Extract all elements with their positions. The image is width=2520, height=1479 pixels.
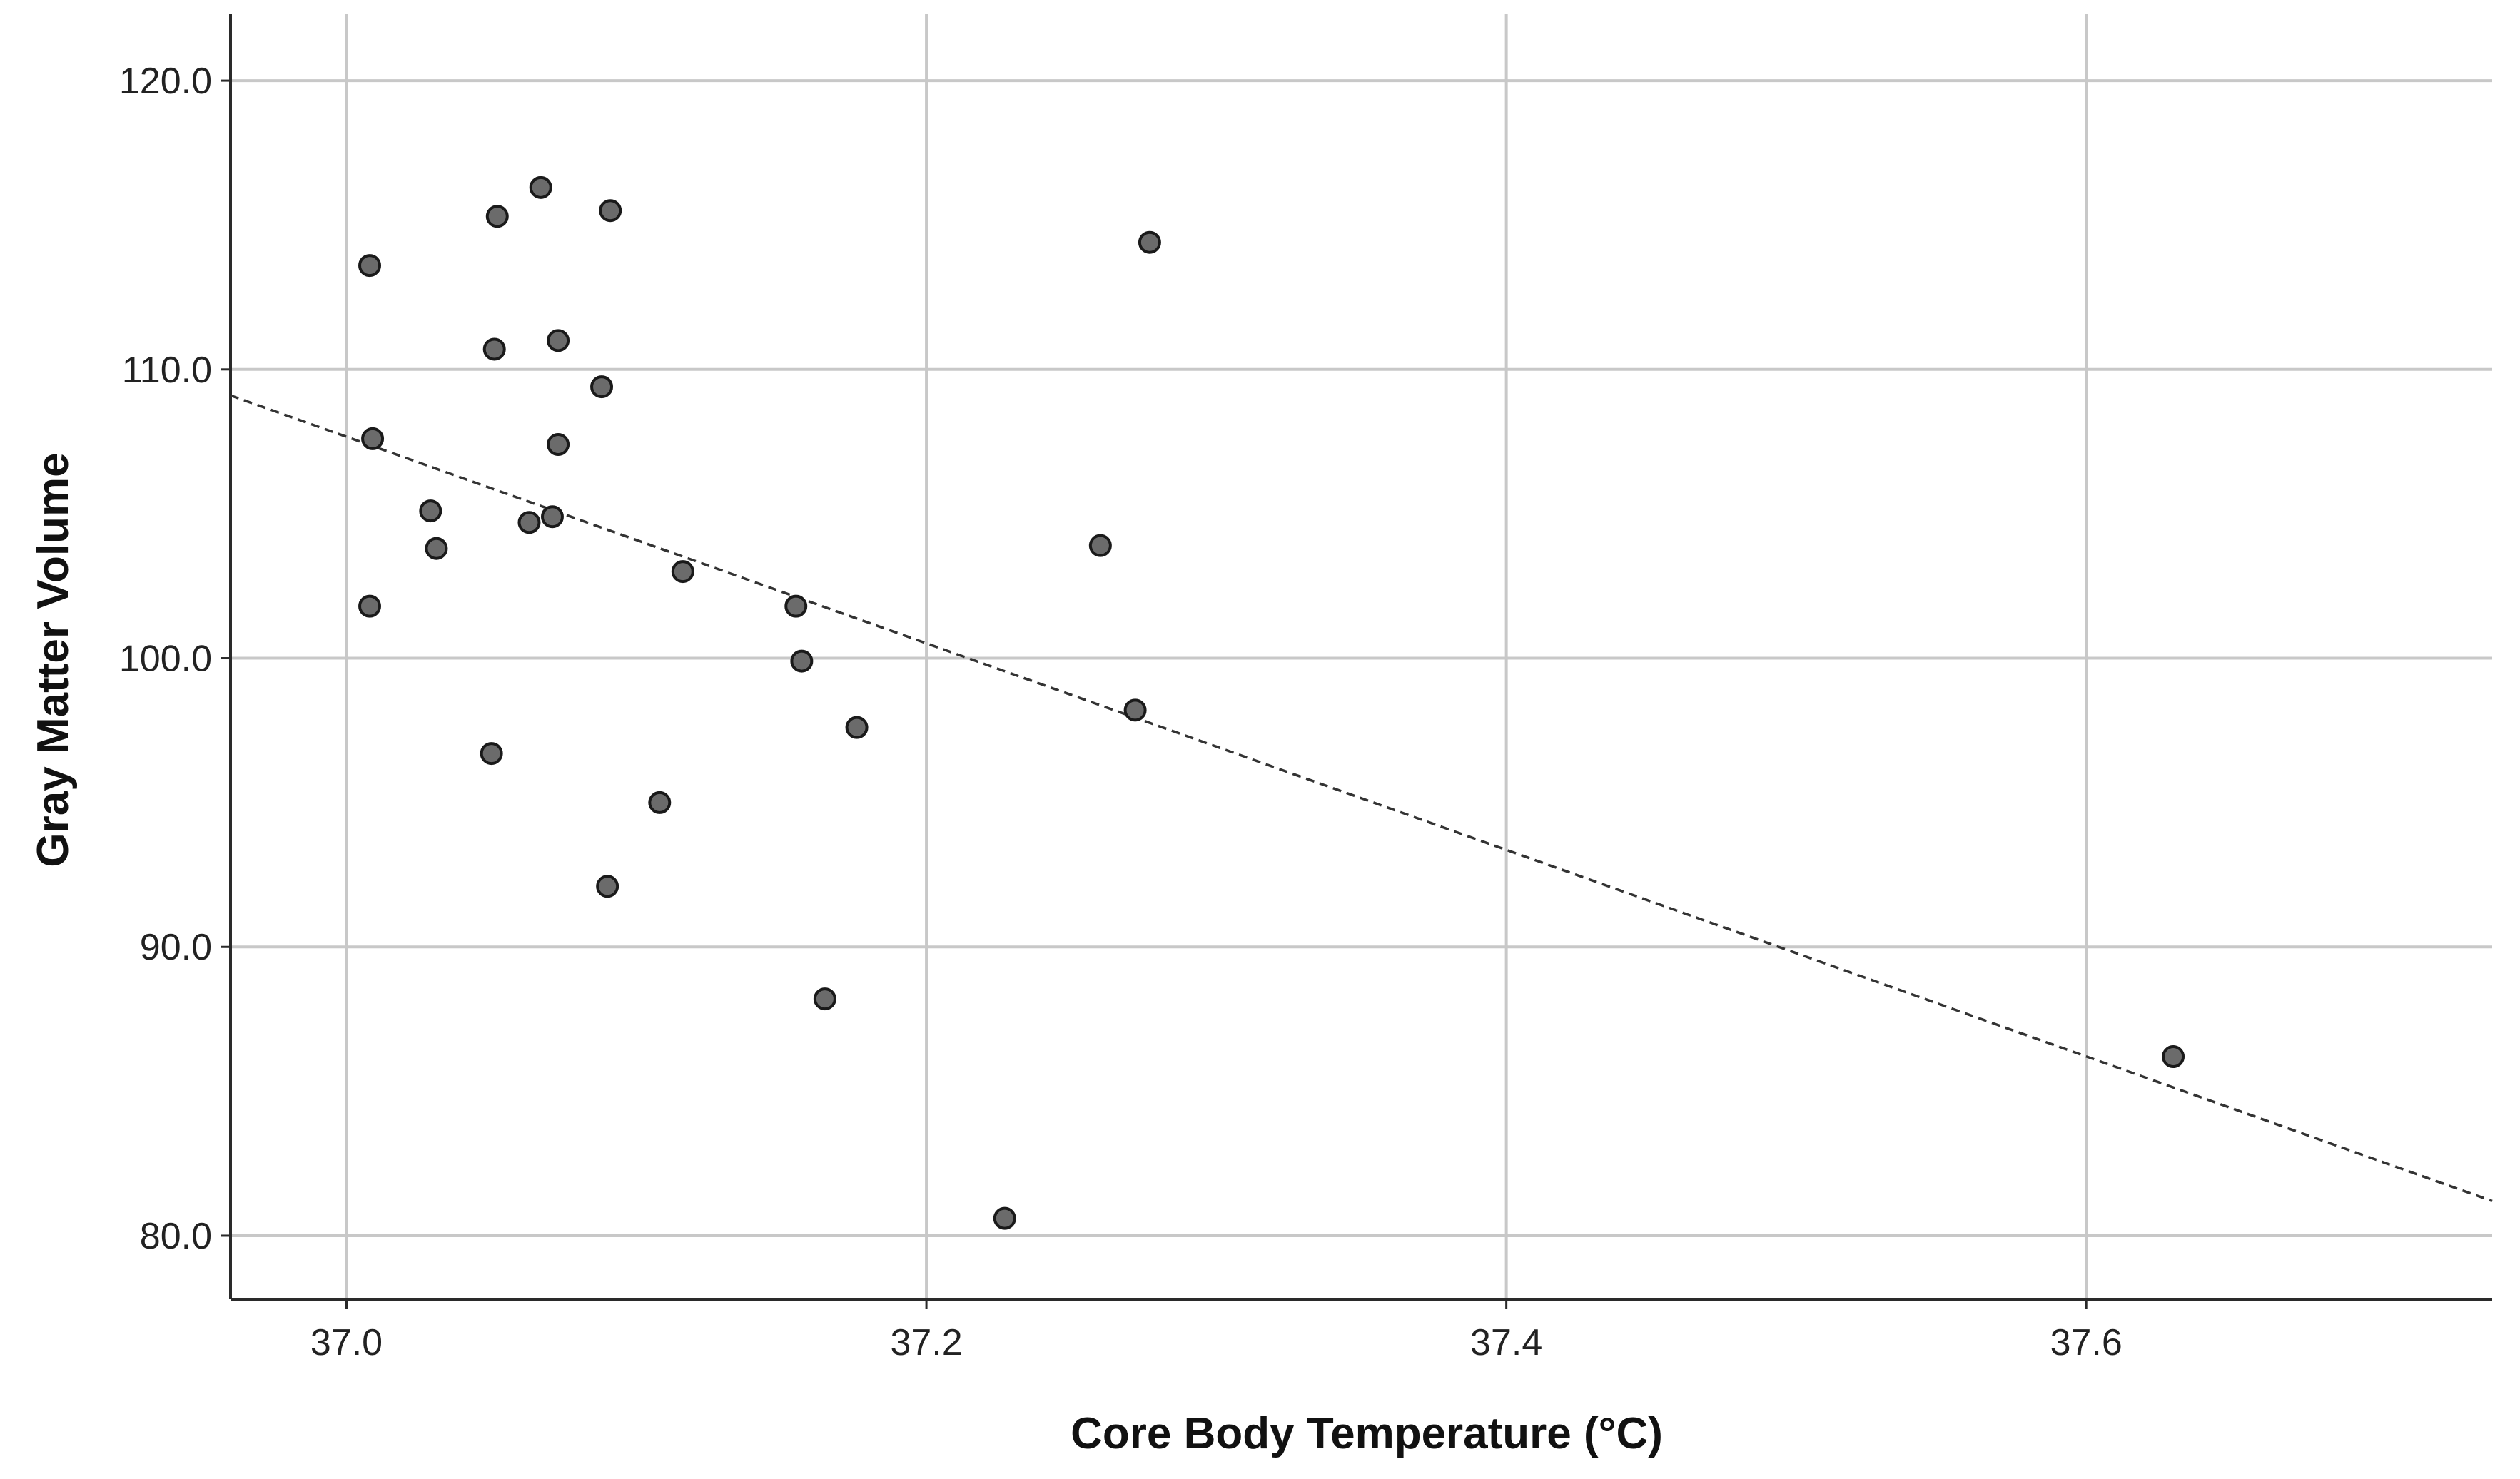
data-point	[419, 499, 442, 523]
y-tick-label: 110.0	[122, 350, 212, 391]
data-point	[813, 987, 836, 1011]
data-point	[540, 505, 564, 529]
data-point	[784, 594, 808, 618]
data-point	[517, 511, 541, 534]
y-tick-label: 100.0	[119, 639, 212, 680]
y-axis-title: Gray Matter Volume	[29, 452, 78, 867]
fit-line	[230, 394, 2493, 1203]
data-point	[547, 329, 570, 352]
data-point	[2162, 1045, 2185, 1069]
x-tick-label: 37.2	[890, 1322, 962, 1363]
data-point	[790, 649, 814, 673]
data-point	[596, 875, 619, 898]
y-tick-label: 90.0	[140, 927, 212, 968]
data-point	[1123, 698, 1147, 722]
data-point	[845, 716, 869, 739]
gridlines	[231, 14, 2492, 1299]
data-point	[1088, 534, 1112, 557]
data-point	[361, 427, 385, 450]
data-point	[1138, 230, 1161, 254]
x-tick-label: 37.6	[2050, 1322, 2122, 1363]
data-point	[425, 537, 448, 560]
data-point	[547, 433, 570, 457]
y-tick-label: 80.0	[140, 1216, 212, 1257]
data-point	[358, 594, 382, 618]
data-point	[648, 791, 672, 814]
data-point	[993, 1206, 1016, 1230]
data-point	[485, 205, 509, 228]
data-point	[482, 337, 506, 361]
data-point	[358, 254, 382, 278]
fit-line-group	[230, 394, 2493, 1203]
data-point	[529, 176, 552, 199]
data-points	[358, 176, 2185, 1230]
x-axis-title: Core Body Temperature (°C)	[1071, 1409, 1663, 1458]
axes	[221, 14, 2492, 1309]
data-point	[671, 560, 694, 584]
data-point	[480, 742, 503, 766]
x-tick-label: 37.0	[310, 1322, 383, 1363]
x-tick-label: 37.4	[1470, 1322, 1542, 1363]
data-point	[599, 199, 622, 223]
y-tick-label: 120.0	[119, 61, 212, 102]
data-point	[590, 375, 614, 399]
tick-labels: 37.0 37.2 37.4 37.6 80.0 90.0 100.0 110.0 120.0	[119, 61, 2122, 1363]
